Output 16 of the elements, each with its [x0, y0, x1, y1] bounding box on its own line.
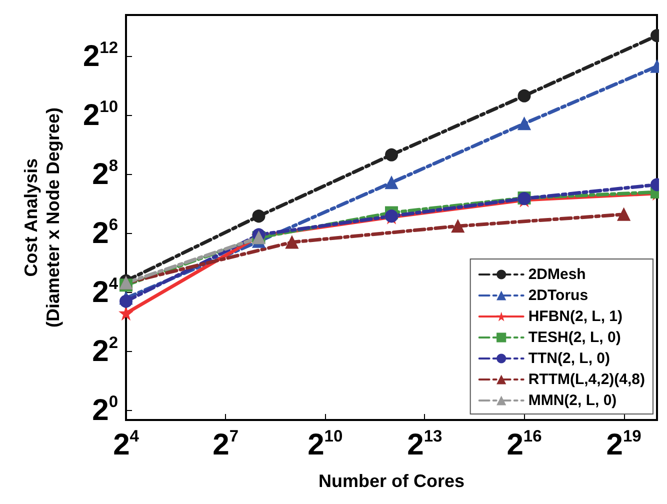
point	[518, 89, 531, 102]
legend-label: HFBN(2, L, 1)	[528, 308, 623, 325]
x-axis-title: Number of Cores	[318, 471, 465, 491]
legend-label: TTN(2, L, 0)	[528, 350, 610, 367]
legend-label: 2DTorus	[528, 287, 588, 304]
point	[252, 210, 266, 223]
y-axis-title: Cost Analysis (Diameter x Node Degree)	[21, 107, 63, 328]
legend-label: RTTM(L,4,2)(4,8)	[528, 371, 646, 388]
point	[385, 148, 398, 162]
legend-label: MMN(2, L, 0)	[528, 392, 617, 409]
point	[120, 306, 132, 320]
point	[518, 117, 531, 130]
legend-label: 2DMesh	[528, 266, 586, 283]
point	[120, 294, 132, 308]
legend-label: TESH(2, L, 0)	[528, 329, 621, 346]
point	[385, 176, 398, 190]
